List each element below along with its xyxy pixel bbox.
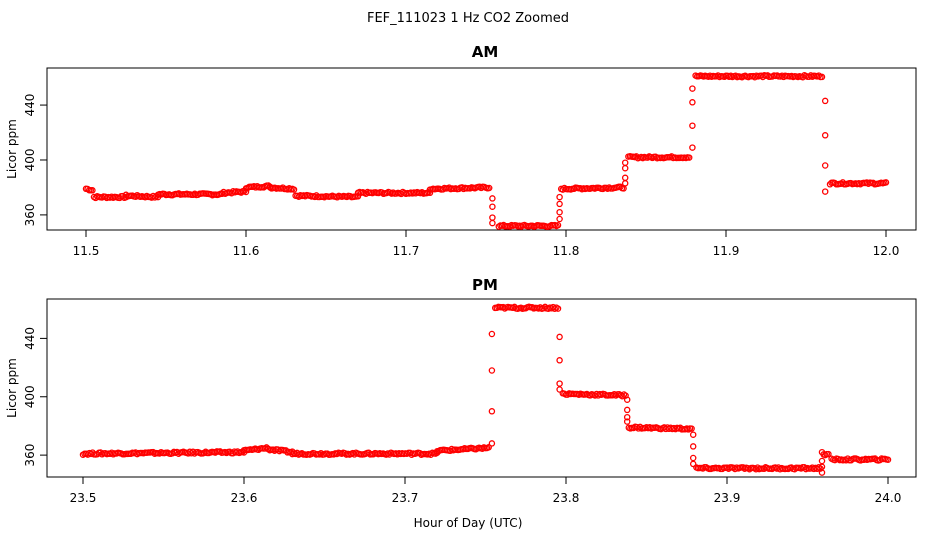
transition-point <box>556 333 563 341</box>
transition-point <box>689 454 697 462</box>
transition-point <box>689 431 697 438</box>
transition-point <box>621 164 629 172</box>
panel-pm-x-tick-label: 24.0 <box>875 491 902 505</box>
transition-point <box>821 132 829 139</box>
transition-point <box>556 357 563 364</box>
transition-point <box>489 219 496 227</box>
panel-am-y-tick-label: 440 <box>23 94 37 117</box>
transition-point <box>818 469 826 476</box>
transition-point <box>489 203 496 210</box>
transition-point <box>689 122 696 129</box>
panel-pm-ylabel: Licor ppm <box>5 358 19 418</box>
transition-point <box>821 188 829 195</box>
transition-point <box>556 380 563 387</box>
data-point <box>818 73 826 81</box>
data-point <box>688 425 695 432</box>
transition-point <box>623 413 631 421</box>
data-point <box>825 450 832 458</box>
transition-point <box>556 200 563 208</box>
panel-am-x-tick-label: 11.8 <box>553 244 580 258</box>
panel-am-y-tick-label: 400 <box>23 149 37 172</box>
transition-point <box>556 193 563 201</box>
chart-main-title: FEF_111023 1 Hz CO2 Zoomed <box>367 11 569 26</box>
transition-point <box>488 367 496 374</box>
panel-am: AM Licor ppm 11.5 11.6 11.7 11.8 11.9 12.0 36… <box>5 43 917 258</box>
panel-am-points <box>82 72 890 230</box>
transition-point <box>818 448 826 456</box>
data-point <box>290 186 298 193</box>
transition-point <box>689 443 697 450</box>
transition-point <box>621 180 629 187</box>
transition-point <box>556 386 563 393</box>
panel-am-ylabel: Licor ppm <box>5 119 19 179</box>
data-point <box>685 154 693 161</box>
transition-point <box>488 440 496 447</box>
data-point <box>554 221 562 229</box>
chart-xlabel: Hour of Day (UTC) <box>414 516 523 530</box>
panel-pm: PM Licor ppm 23.5 23.6 23.7 23.8 23.9 24.0 36… <box>5 276 917 505</box>
data-point <box>485 444 492 451</box>
panel-pm-x-tick-label: 23.9 <box>714 491 741 505</box>
transition-point <box>689 460 697 468</box>
transition-point <box>621 159 629 166</box>
panel-pm-y-tick-label: 400 <box>23 385 37 408</box>
data-point <box>485 184 493 192</box>
panel-pm-y-tick-label: 360 <box>23 444 37 467</box>
transition-point <box>488 330 496 338</box>
transition-point <box>821 162 829 169</box>
data-point <box>619 392 626 400</box>
transition-point <box>689 99 696 106</box>
panel-pm-x-tick-label: 23.5 <box>70 491 97 505</box>
transition-point <box>821 97 829 105</box>
panel-pm-title: PM <box>472 276 498 294</box>
panel-am-title: AM <box>472 43 499 61</box>
transition-point <box>488 408 496 415</box>
panel-am-x-tick-label: 12.0 <box>873 244 900 258</box>
transition-point <box>489 214 496 221</box>
data-point <box>815 464 823 471</box>
panel-am-x-tick-label: 11.9 <box>713 244 740 258</box>
data-point <box>89 187 96 194</box>
transition-point <box>489 195 496 202</box>
panel-am-x-tick-label: 11.6 <box>233 244 260 258</box>
transition-point <box>621 174 629 182</box>
panel-am-plot-frame <box>46 67 917 231</box>
panel-pm-points <box>79 303 892 476</box>
data-point <box>426 189 434 197</box>
transition-point <box>623 418 631 425</box>
panel-pm-x-tick-label: 23.7 <box>392 491 419 505</box>
panel-pm-x-tick-label: 23.6 <box>231 491 258 505</box>
transition-point <box>689 144 696 151</box>
panel-pm-x-tick-label: 23.8 <box>553 491 580 505</box>
transition-point <box>556 208 563 216</box>
data-point <box>882 179 890 186</box>
data-point <box>815 72 823 79</box>
transition-point <box>556 215 563 223</box>
transition-point <box>818 457 826 465</box>
transition-point <box>623 406 631 414</box>
panel-am-y-axis: 360 400 440 <box>23 94 48 226</box>
panel-am-x-tick-label: 11.5 <box>73 244 100 258</box>
data-point <box>554 305 562 312</box>
panel-am-y-tick-label: 360 <box>23 203 37 226</box>
transition-point <box>689 85 696 92</box>
data-point <box>617 183 624 191</box>
transition-point <box>623 396 631 403</box>
data-point <box>884 456 892 463</box>
panel-pm-x-axis: 23.5 23.6 23.7 23.8 23.9 24.0 <box>70 476 902 505</box>
panel-pm-y-axis: 360 400 440 <box>23 327 48 467</box>
panel-am-x-tick-label: 11.7 <box>393 244 420 258</box>
panel-pm-y-tick-label: 440 <box>23 327 37 350</box>
panel-am-x-axis: 11.5 11.6 11.7 11.8 11.9 12.0 <box>73 229 900 258</box>
